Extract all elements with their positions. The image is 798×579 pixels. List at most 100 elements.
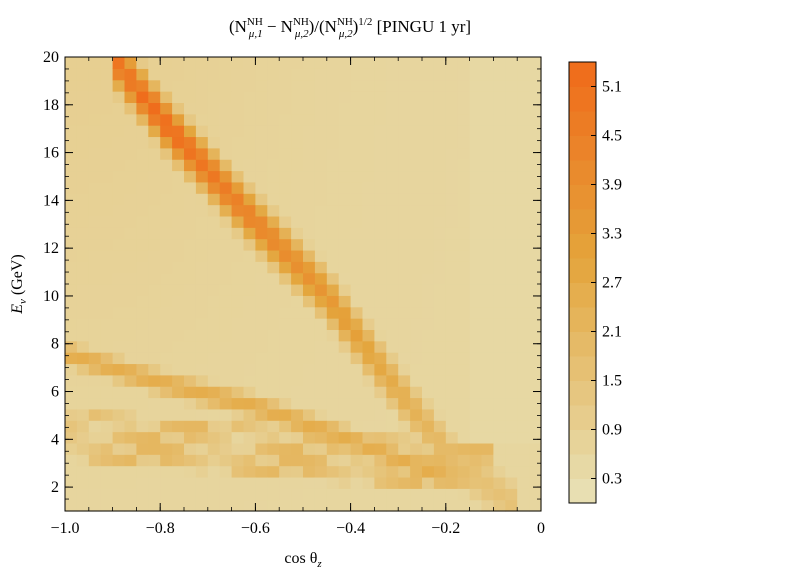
heatmap-cell (326, 147, 340, 160)
heatmap-cell (112, 306, 126, 319)
heatmap-cell (88, 295, 102, 308)
heatmap-cell (398, 113, 411, 126)
heatmap-cell (100, 79, 114, 92)
heatmap-cell (291, 125, 304, 138)
heatmap-cell (160, 57, 173, 69)
heatmap-cell (184, 261, 197, 274)
heatmap-cell (291, 147, 304, 160)
heatmap-cell (291, 329, 304, 342)
heatmap-cell (493, 102, 506, 115)
heatmap-cell (172, 295, 185, 308)
heatmap-cell (172, 159, 185, 172)
heatmap-cell (457, 113, 471, 126)
heatmap-cell (231, 329, 245, 342)
heatmap-cell (374, 147, 387, 160)
heatmap-cell (291, 284, 304, 296)
heatmap-cell (148, 363, 161, 376)
heatmap-cell (386, 499, 399, 512)
heatmap-cell (160, 204, 173, 217)
heatmap-cell (386, 193, 399, 206)
heatmap-cell (160, 136, 173, 149)
heatmap-cell (529, 261, 542, 274)
heatmap-cell (303, 261, 316, 274)
heatmap-cell (291, 238, 304, 251)
heatmap-cell (219, 238, 233, 251)
heatmap-cell (398, 442, 411, 455)
heatmap-cell (231, 57, 245, 69)
heatmap-cell (350, 284, 364, 296)
heatmap-cell (219, 465, 233, 478)
heatmap-cell (148, 431, 161, 444)
heatmap-cell (457, 170, 471, 183)
heatmap-cell (100, 374, 114, 387)
heatmap-cell (529, 272, 542, 285)
heatmap-cell (362, 113, 375, 126)
heatmap-cell (231, 170, 245, 183)
heatmap-cell (481, 147, 494, 160)
heatmap-cell (124, 374, 137, 387)
heatmap-cell (362, 340, 375, 353)
heatmap-cell (207, 79, 221, 92)
heatmap-cell (457, 68, 471, 81)
heatmap-cell (410, 386, 423, 399)
heatmap-cell (505, 227, 518, 240)
heatmap-cell (148, 102, 161, 115)
heatmap-cell (326, 431, 340, 444)
heatmap-cell (243, 57, 256, 69)
heatmap-cell (76, 193, 90, 206)
heatmap-cell (469, 420, 483, 433)
heatmap-cells (65, 57, 542, 512)
heatmap-cell (124, 181, 137, 194)
heatmap-cell (326, 408, 340, 421)
heatmap-cell (112, 352, 126, 365)
heatmap-cell (195, 113, 209, 126)
heatmap-cell (65, 295, 78, 308)
heatmap-cell (112, 454, 126, 467)
heatmap-cell (65, 238, 78, 251)
heatmap-cell (291, 272, 304, 285)
heatmap-cell (88, 215, 102, 228)
heatmap-cell (136, 113, 149, 126)
heatmap-cell (422, 136, 435, 149)
heatmap-cell (207, 204, 221, 217)
heatmap-cell (529, 465, 542, 478)
heatmap-cell (362, 79, 375, 92)
heatmap-cell (505, 57, 518, 69)
heatmap-cell (493, 249, 506, 262)
heatmap-cell (362, 442, 375, 455)
heatmap-cell (386, 386, 399, 399)
heatmap-cell (362, 488, 375, 501)
heatmap-cell (184, 102, 197, 115)
heatmap-cell (65, 420, 78, 433)
heatmap-cell (88, 340, 102, 353)
heatmap-cell (445, 204, 459, 217)
heatmap-cell (445, 329, 459, 342)
heatmap-cell (303, 306, 316, 319)
heatmap-cell (410, 499, 423, 512)
heatmap-cell (172, 499, 185, 512)
heatmap-cell (243, 488, 256, 501)
heatmap-cell (517, 318, 530, 330)
heatmap-cell (160, 261, 173, 274)
heatmap-cell (374, 125, 387, 138)
heatmap-cell (219, 227, 233, 240)
heatmap-cell (457, 204, 471, 217)
heatmap-cell (112, 442, 126, 455)
heatmap-cell (362, 465, 375, 478)
heatmap-cell (136, 181, 149, 194)
heatmap-cell (457, 431, 471, 444)
heatmap-cell (386, 57, 399, 69)
heatmap-cell (314, 181, 328, 194)
heatmap-cell (279, 159, 292, 172)
heatmap-cell (148, 374, 161, 387)
heatmap-cell (291, 193, 304, 206)
heatmap-cell (195, 68, 209, 81)
heatmap-cell (433, 284, 447, 296)
heatmap-cell (76, 476, 90, 489)
heatmap-cell (172, 79, 185, 92)
heatmap-cell (195, 193, 209, 206)
heatmap-cell (76, 431, 90, 444)
heatmap-cell (398, 454, 411, 467)
heatmap-cell (314, 102, 328, 115)
heatmap-cell (457, 476, 471, 489)
